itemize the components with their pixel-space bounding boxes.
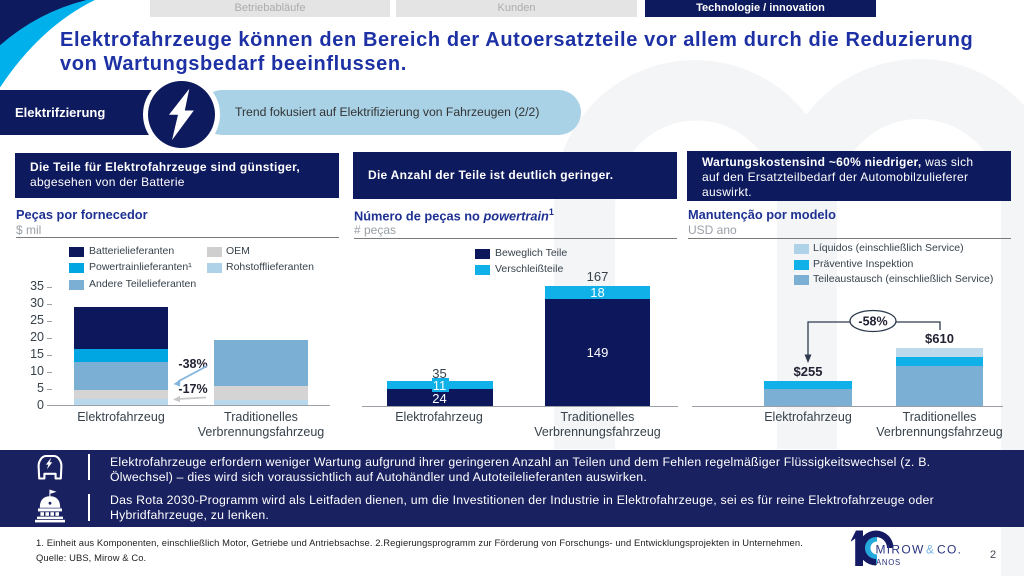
svg-text:&: & (926, 543, 934, 557)
svg-text:-58%: -58% (858, 315, 887, 329)
svg-text:MIROW: MIROW (876, 543, 925, 557)
svg-text:CO.: CO. (937, 543, 962, 557)
svg-text:ANOS: ANOS (876, 558, 901, 567)
